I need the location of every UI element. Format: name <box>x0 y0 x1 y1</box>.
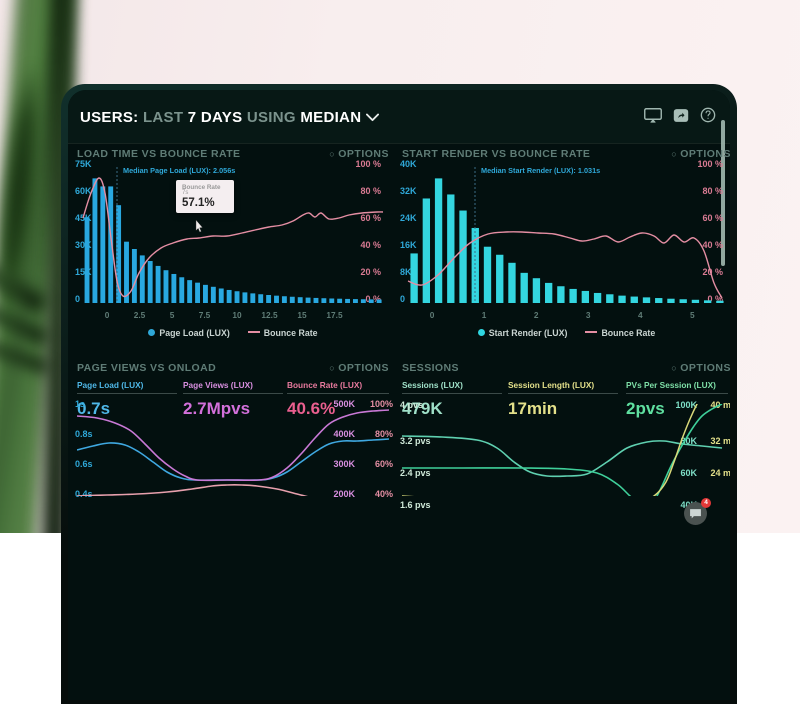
svg-text:Median Start Render (LUX): 1.0: Median Start Render (LUX): 1.031s <box>481 166 600 175</box>
svg-text:Median Page Load (LUX): 2.056s: Median Page Load (LUX): 2.056s <box>123 166 235 175</box>
